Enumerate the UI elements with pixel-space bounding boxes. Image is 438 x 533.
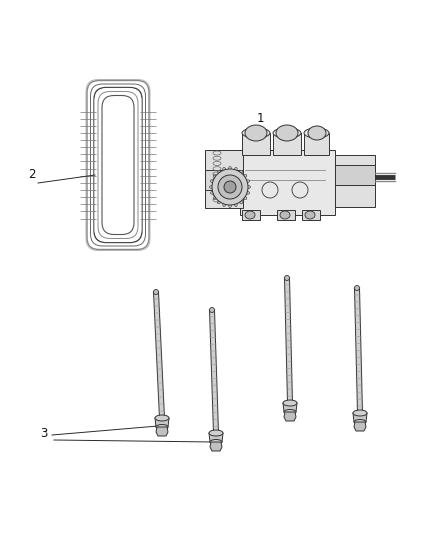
Bar: [205, 170, 243, 190]
Bar: [302, 210, 320, 220]
Ellipse shape: [218, 199, 221, 204]
Ellipse shape: [304, 128, 329, 138]
Ellipse shape: [213, 196, 218, 199]
Text: 1: 1: [257, 112, 265, 125]
Ellipse shape: [308, 126, 326, 140]
Ellipse shape: [209, 185, 215, 189]
Ellipse shape: [354, 286, 360, 290]
Polygon shape: [284, 412, 296, 421]
Ellipse shape: [285, 276, 290, 280]
Ellipse shape: [234, 201, 237, 207]
Polygon shape: [354, 422, 366, 431]
Bar: [242, 133, 270, 155]
Ellipse shape: [155, 415, 169, 421]
Ellipse shape: [153, 289, 159, 295]
Ellipse shape: [280, 211, 290, 219]
Bar: [335, 165, 375, 185]
Ellipse shape: [229, 166, 232, 172]
Polygon shape: [353, 413, 367, 422]
Ellipse shape: [246, 185, 251, 189]
Ellipse shape: [239, 170, 243, 175]
Ellipse shape: [305, 211, 315, 219]
Polygon shape: [285, 278, 293, 403]
Bar: [273, 133, 301, 155]
Ellipse shape: [210, 180, 215, 183]
Ellipse shape: [284, 409, 296, 415]
Ellipse shape: [245, 180, 250, 183]
Ellipse shape: [224, 181, 236, 193]
Ellipse shape: [354, 419, 366, 424]
Text: 3: 3: [40, 427, 47, 440]
Ellipse shape: [242, 128, 270, 138]
Bar: [205, 150, 243, 208]
Ellipse shape: [234, 167, 237, 172]
Ellipse shape: [223, 201, 226, 207]
Ellipse shape: [209, 430, 223, 436]
Ellipse shape: [242, 174, 247, 179]
Bar: [304, 133, 329, 155]
Polygon shape: [210, 442, 222, 451]
Ellipse shape: [212, 169, 248, 205]
Ellipse shape: [218, 175, 242, 199]
Ellipse shape: [245, 211, 255, 219]
Ellipse shape: [209, 308, 215, 312]
Polygon shape: [283, 403, 297, 412]
Ellipse shape: [239, 199, 243, 204]
Ellipse shape: [218, 170, 221, 175]
Text: 2: 2: [28, 168, 35, 181]
Polygon shape: [354, 288, 363, 413]
Bar: [242, 210, 260, 220]
Ellipse shape: [223, 167, 226, 172]
Polygon shape: [155, 418, 169, 427]
Ellipse shape: [213, 174, 218, 179]
Ellipse shape: [210, 440, 222, 445]
Bar: [335, 155, 375, 207]
Ellipse shape: [273, 128, 301, 138]
Polygon shape: [209, 433, 223, 442]
Ellipse shape: [245, 125, 267, 141]
Ellipse shape: [276, 125, 298, 141]
Ellipse shape: [156, 424, 168, 430]
Bar: [240, 150, 335, 215]
Polygon shape: [153, 292, 165, 418]
Ellipse shape: [245, 191, 250, 194]
Ellipse shape: [210, 191, 215, 194]
Polygon shape: [156, 427, 168, 436]
Ellipse shape: [353, 410, 367, 416]
Bar: [277, 210, 295, 220]
Ellipse shape: [229, 203, 232, 207]
Ellipse shape: [242, 196, 247, 199]
Ellipse shape: [283, 400, 297, 406]
Polygon shape: [209, 310, 219, 433]
